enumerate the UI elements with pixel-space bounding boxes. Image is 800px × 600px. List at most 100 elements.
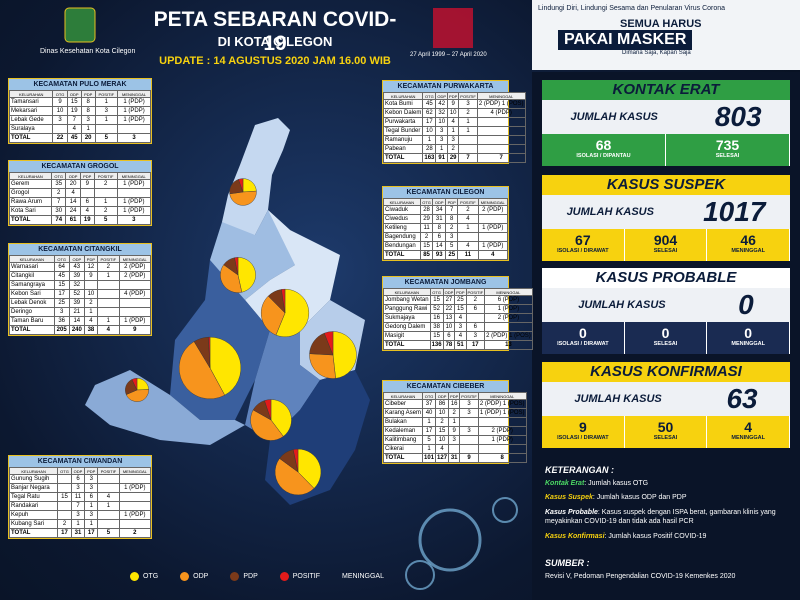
cell: 20 (65, 179, 81, 189)
district-name: KECAMATAN CILEGON (383, 187, 508, 198)
cell: Pabean (382, 144, 424, 154)
cell: 2 (447, 144, 460, 154)
cell (484, 322, 533, 332)
stat-box: KASUS KONFIRMASI JUMLAH KASUS 63 9 ISOLASI /… (542, 362, 791, 448)
column-header: KELURAHAN (8, 467, 59, 475)
pie-slice (208, 336, 211, 369)
cell: 2 (PDP) (477, 205, 509, 215)
cell: TOTAL (383, 340, 431, 350)
stat-items: 0 ISOLASI / DIRAWAT 0 SELESAI 0 MENINGGAL (542, 322, 791, 354)
cell: 62 (422, 108, 437, 118)
legend-swatch (180, 572, 190, 581)
stat-title: KASUS KONFIRMASI (542, 362, 790, 382)
column-header: ODP (435, 92, 449, 100)
stat-value: 68 (595, 137, 612, 153)
cell: 1 (PDP) (484, 304, 533, 314)
cell: 3 (117, 133, 151, 143)
banner-line: Dimana Saja, Kapan Saja (622, 50, 691, 56)
row: Sukmajaya 16 13 4 2 (PDP) (383, 313, 533, 323)
cell: Jombang Wetan (383, 295, 431, 305)
anniversary: 27 April 1999 – 27 April 2020 (410, 52, 487, 58)
cell: 5 (93, 215, 118, 225)
cell (52, 124, 68, 134)
row: Panggung Rawi 52 22 15 6 1 (PDP) (383, 304, 533, 314)
stat-body: JUMLAH KASUS 0 (542, 288, 790, 322)
stat-title: KONTAK ERAT (542, 80, 790, 100)
stat-total-label: JUMLAH KASUS (574, 393, 662, 405)
pie-slice (309, 353, 336, 379)
cell: Citangkil (9, 271, 55, 281)
banner-line: PAKAI MASKER (558, 30, 693, 50)
row: TOTAL 205 240 38 4 9 (9, 325, 152, 335)
cell: 4 (79, 206, 95, 216)
cell: 38 (83, 325, 98, 335)
header-row: KELURAHAN OTG ODP PDP POSITIF MENINGGAL (9, 172, 152, 180)
cell: 61 (65, 215, 81, 225)
row: Bulakan 1 2 1 (382, 417, 527, 427)
stat-label: ISOLASI / DIPANTAU (576, 153, 631, 159)
cell: 1 (PDP) (118, 510, 152, 520)
cell: 3 (435, 126, 449, 136)
cell: TOTAL (9, 325, 55, 335)
row: Ciwedus 29 31 8 4 (383, 214, 509, 224)
cell: TOTAL (382, 453, 424, 463)
pie-slice (250, 409, 284, 441)
cell: 15 (435, 426, 450, 436)
cell (57, 483, 72, 493)
row: Kebon Sari 17 52 10 4 (PDP) (9, 289, 152, 299)
cell: Rawa Arum (9, 197, 52, 207)
cell: TOTAL (9, 215, 52, 225)
cell: 3 (448, 435, 461, 445)
cell: 28 (422, 144, 437, 154)
cell: 45 (53, 271, 70, 281)
cell: 29 (447, 153, 460, 163)
notes: KETERANGAN : Kontak Erat: Jumlah kasus O… (545, 465, 793, 546)
cell: 1 (447, 126, 460, 136)
cell: 25 (53, 298, 70, 308)
legend-item: ODP (180, 572, 208, 581)
cell: 17 (422, 117, 437, 127)
cell: 86 (435, 399, 450, 409)
cell: 1 (PDP) (116, 206, 152, 216)
virus-icon (405, 560, 435, 590)
pie-slice (234, 257, 239, 276)
row: Citangkil 45 39 9 1 2 (PDP) (9, 271, 152, 281)
cell: 163 (422, 153, 437, 163)
cell: Ciwaduk (383, 205, 421, 215)
cell: 7 (458, 153, 478, 163)
row: Kepuh 3 3 1 (PDP) (8, 510, 152, 520)
source-title: SUMBER : (545, 558, 590, 568)
cell: 5 (445, 241, 459, 251)
column-header: POSITIF (96, 255, 120, 263)
cell: 7 (445, 205, 459, 215)
stat-item: 735 SELESAI (666, 134, 790, 166)
cell: 1 (448, 417, 461, 427)
district-name: KECAMATAN CIBEBER (383, 381, 508, 392)
cell: 3 (84, 474, 99, 484)
cell (79, 188, 95, 198)
cell: 6 (70, 474, 86, 484)
stat-items: 68 ISOLASI / DIPANTAU 735 SELESAI (542, 134, 790, 166)
cell: 5 (422, 435, 437, 445)
cell (57, 501, 72, 511)
cell (459, 435, 479, 445)
cell: 2 (PDP) (484, 313, 533, 323)
column-header: PDP (83, 255, 98, 263)
cell: 3 (454, 322, 467, 332)
cell: TOTAL (382, 153, 424, 163)
legend-item: OTG (130, 572, 158, 581)
cell: 3 (459, 426, 479, 436)
row: Gedong Dalem 38 10 3 6 (383, 322, 533, 332)
cell (476, 144, 526, 154)
district-table: KECAMATAN GROGOL KELURAHAN OTG ODP PDP POSITI… (8, 160, 152, 226)
row: TOTAL 101 127 31 9 8 (382, 453, 527, 463)
column-header: POSITIF (94, 90, 119, 98)
cell: 3 (465, 331, 486, 341)
note-term: Kasus Konfirmasi (545, 532, 605, 540)
stat-label: ISOLASI / DIRAWAT (557, 341, 609, 347)
cell: 36 (53, 316, 70, 326)
header-row: KELURAHAN OTG ODP PDP POSITIF MENINGGAL (383, 198, 509, 206)
region-ciwandan (85, 370, 245, 445)
cell: TOTAL (8, 133, 54, 143)
cell: Cikerai (382, 444, 424, 454)
